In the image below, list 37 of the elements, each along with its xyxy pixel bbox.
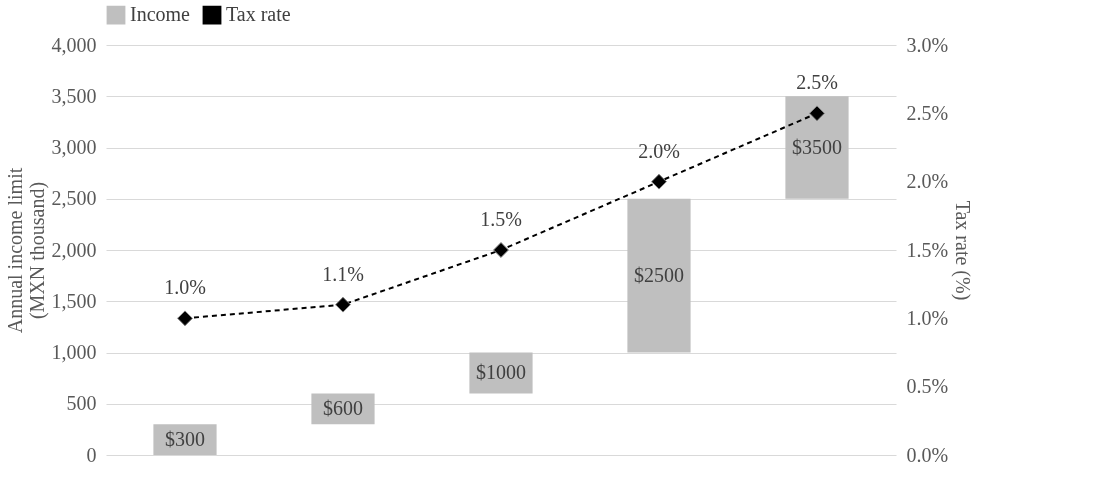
y2-tick-label: 0.0% xyxy=(906,443,949,466)
point xyxy=(177,310,193,327)
data-label: 1.0% xyxy=(164,276,206,299)
y-tick-label: 2,500 xyxy=(51,187,97,210)
legend-label: Tax rate xyxy=(226,3,291,26)
y-tick-label: 3,500 xyxy=(51,84,97,107)
y-tick-label: 1,000 xyxy=(51,341,97,363)
point xyxy=(493,242,509,258)
bar xyxy=(785,96,849,199)
data-label: 2.5% xyxy=(796,71,838,94)
data-label: 1.1% xyxy=(322,262,364,285)
bar xyxy=(627,198,691,353)
y-tick-label: 2,000 xyxy=(51,238,97,261)
point xyxy=(335,296,351,313)
y2-tick-label: 2.0% xyxy=(906,170,949,193)
y-tick-label: 500 xyxy=(66,392,97,415)
point xyxy=(651,173,667,190)
y-tick-label: 0 xyxy=(86,443,97,466)
y2-tick-label: 2.5% xyxy=(906,101,949,124)
data-label: $600 xyxy=(323,396,363,419)
data-label: $1000 xyxy=(476,361,526,383)
point xyxy=(809,105,825,122)
legend-label: Income xyxy=(130,3,191,26)
y2-tick-label: 1.5% xyxy=(906,238,949,261)
y2-tick-label: 3.0% xyxy=(906,33,949,56)
y-tick-label: 1,500 xyxy=(51,289,97,312)
data-label: 1.5% xyxy=(480,208,522,230)
y2-axis-title: Tax rate (%) xyxy=(951,200,975,301)
y2-tick-label: 1.0% xyxy=(906,306,949,329)
y-tick-label: 4,000 xyxy=(51,33,97,56)
data-label: 2.0% xyxy=(638,139,680,162)
y-tick-label: 3,000 xyxy=(51,136,97,158)
y2-tick-label: 0.5% xyxy=(906,375,949,398)
data-label: $3500 xyxy=(792,135,842,158)
data-label: $300 xyxy=(165,427,205,450)
data-label: $2500 xyxy=(634,263,684,286)
y-axis-title: Annual income limit (MXN thousand) xyxy=(3,167,49,334)
